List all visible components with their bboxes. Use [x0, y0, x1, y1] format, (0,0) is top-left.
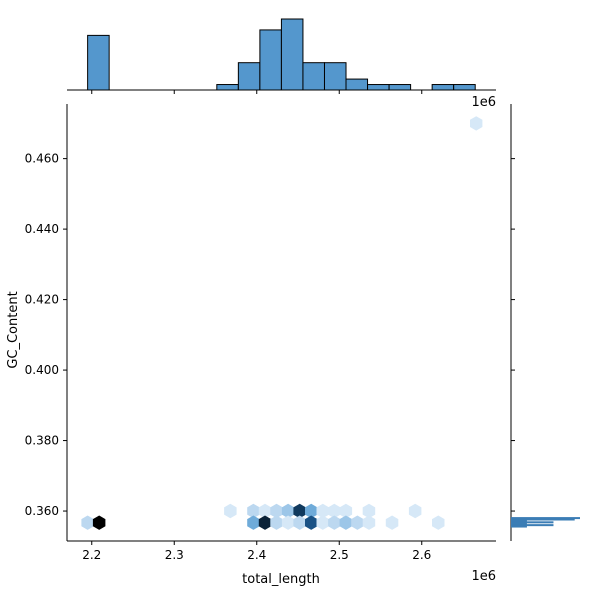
hexbin-cell	[281, 515, 295, 530]
y-tick-label: 0.380	[25, 434, 59, 448]
hexbin-cell	[328, 515, 341, 530]
y-tick-label: 0.400	[25, 363, 59, 377]
x-tick-label: 2.2	[82, 548, 101, 562]
hexbin-cell	[339, 515, 353, 530]
top-hist-bar	[259, 29, 282, 91]
hexbin-cell	[362, 503, 376, 519]
right-hist-bar	[511, 522, 527, 525]
hexbin-cell	[316, 515, 329, 530]
right-hist-bar	[511, 525, 527, 528]
hexbin-cell	[385, 515, 399, 530]
top-hist-bar	[367, 84, 390, 91]
hexbin-marks	[81, 116, 483, 530]
y-tick-label: 0.440	[25, 222, 59, 236]
hexbin-cell	[81, 515, 94, 530]
hexbin-cell	[305, 515, 318, 530]
hexbin-cell	[293, 515, 306, 530]
right-hist-bar	[511, 524, 554, 527]
x-axis-label: total_length	[242, 572, 320, 587]
hexbin-cell	[305, 503, 318, 519]
top-hist-bar	[453, 84, 476, 91]
right-hist-bar	[511, 519, 527, 522]
hexbin-cell	[351, 515, 364, 530]
top-hist-bar	[216, 84, 239, 91]
hexbin-cell	[92, 515, 106, 530]
right-marginal-histogram	[510, 104, 580, 541]
top-hist-bar	[323, 62, 347, 91]
top-hist-bar	[388, 84, 412, 91]
hexbin-cell	[470, 116, 483, 131]
x-tick-label: 2.5	[330, 548, 349, 562]
hexbin-cell	[293, 503, 306, 519]
hexbin-cell	[281, 503, 295, 519]
hexbin-cell	[270, 503, 283, 519]
top-hist-bar	[87, 34, 110, 91]
right-hist-bar	[511, 518, 575, 521]
top-marginal-histogram	[67, 18, 496, 94]
top-hist-bar	[345, 78, 369, 91]
hexbin-cell	[258, 515, 272, 530]
hexbin-cell	[258, 503, 272, 519]
joint-axes: 2.2 2.3 2.4 2.5 2.6 0.360 0.380 0.400 0.420 0.440…	[25, 104, 496, 562]
y-axis-label: GC_Content	[6, 291, 21, 368]
hexbin-cell	[432, 515, 445, 530]
top-hist-offset-label: 1e6	[471, 95, 496, 110]
x-tick-label: 2.6	[412, 548, 431, 562]
x-offset-label: 1e6	[471, 569, 496, 584]
hexbin-cell	[247, 515, 260, 530]
y-tick-label: 0.360	[25, 504, 59, 518]
right-hist-bar	[511, 521, 554, 524]
top-hist-bar	[280, 18, 304, 91]
hexbin-cell	[224, 503, 237, 519]
y-tick-label: 0.460	[25, 152, 59, 166]
top-hist-bar	[431, 84, 455, 91]
hexbin-cell	[408, 503, 422, 519]
hexbin-cell	[339, 503, 353, 519]
top-hist-bar	[237, 62, 261, 91]
hexbin-cell	[362, 515, 376, 530]
hexbin-cell	[316, 503, 329, 519]
right-hist-bar	[511, 517, 580, 520]
x-tick-label: 2.3	[165, 548, 184, 562]
hexbin-cell	[270, 515, 283, 530]
hexbin-cell	[247, 503, 260, 519]
x-tick-label: 2.4	[247, 548, 266, 562]
top-hist-bar	[302, 62, 325, 91]
hexbin-cell	[328, 503, 341, 519]
y-tick-label: 0.420	[25, 293, 59, 307]
